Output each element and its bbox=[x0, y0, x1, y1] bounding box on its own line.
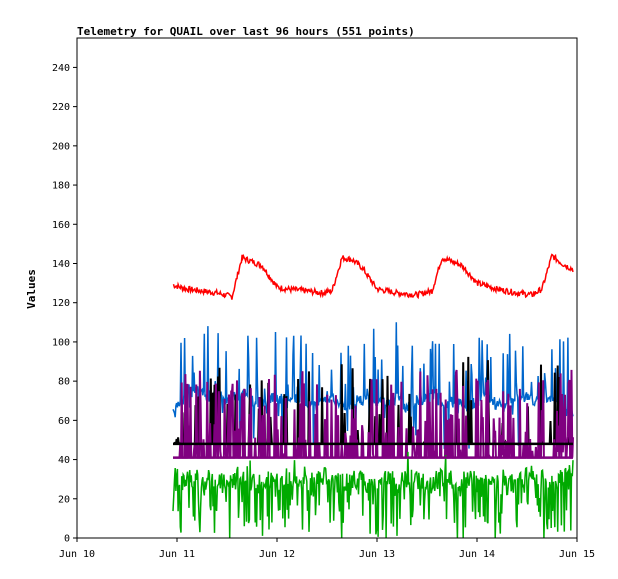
series-line-5 bbox=[172, 451, 574, 539]
x-tick-label: Jun 15 bbox=[559, 549, 595, 560]
y-axis: 0 20 40 60 80 100 120 140 160 180 200 220 240 bbox=[52, 63, 77, 545]
y-tick-label: 60 bbox=[58, 416, 70, 427]
y-tick-label: 100 bbox=[52, 337, 70, 348]
y-tick-label: 180 bbox=[52, 181, 70, 192]
y-tick-label: 140 bbox=[52, 259, 70, 270]
y-tick-label: 0 bbox=[64, 534, 70, 545]
x-tick-label: Jun 11 bbox=[159, 549, 195, 560]
y-tick-label: 40 bbox=[58, 455, 70, 466]
y-tick-label: 220 bbox=[52, 102, 70, 113]
y-tick-label: 160 bbox=[52, 220, 70, 231]
plot-frame bbox=[76, 37, 578, 539]
x-tick-label: Jun 13 bbox=[359, 549, 395, 560]
x-tick-label: Jun 14 bbox=[459, 549, 495, 560]
x-tick-label: Jun 10 bbox=[59, 549, 95, 560]
y-tick-label: 240 bbox=[52, 63, 70, 74]
y-axis-label: Values bbox=[25, 269, 38, 309]
x-tick-label: Jun 12 bbox=[259, 549, 295, 560]
y-tick-label: 80 bbox=[58, 377, 70, 388]
y-tick-label: 120 bbox=[52, 298, 70, 309]
x-axis: Jun 10 Jun 11 Jun 12 Jun 13 Jun 14 Jun 15 bbox=[59, 538, 595, 560]
y-tick-label: 200 bbox=[52, 141, 70, 152]
series-line-1 bbox=[172, 253, 574, 300]
y-tick-label: 20 bbox=[58, 494, 70, 505]
chart-title: Telemetry for QUAIL over last 96 hours (… bbox=[77, 25, 415, 38]
series-layer bbox=[172, 253, 574, 539]
